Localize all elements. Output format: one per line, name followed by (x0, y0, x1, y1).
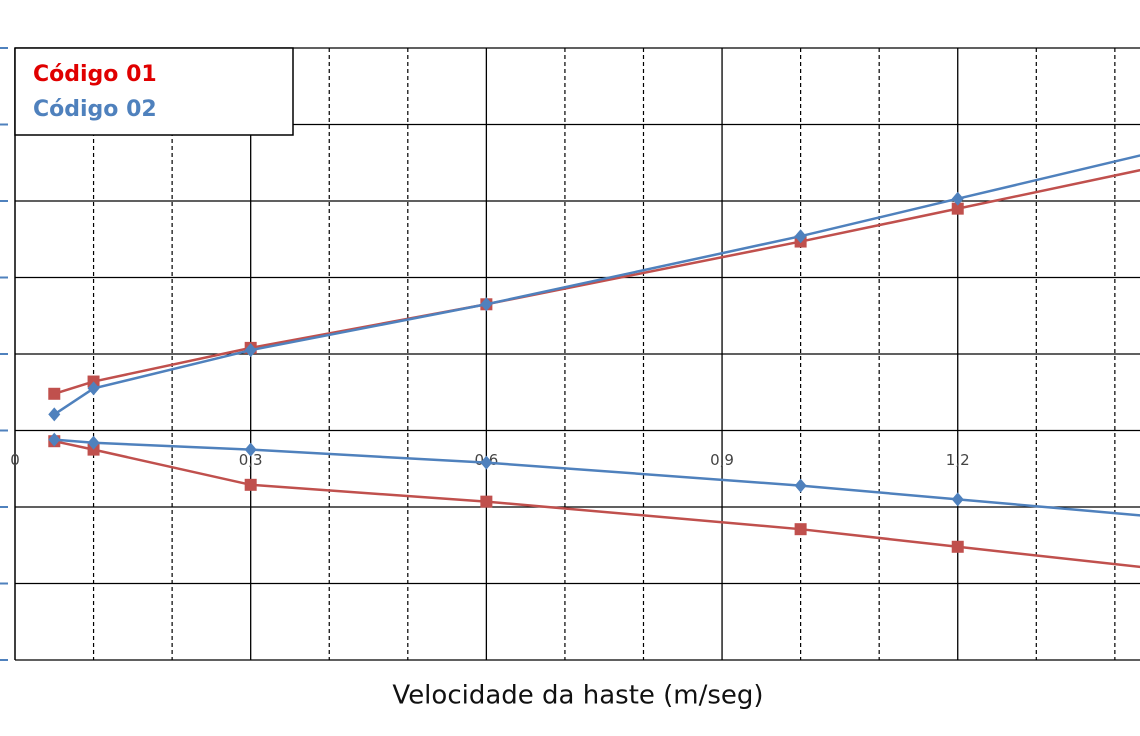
marker (48, 432, 61, 447)
x-tick-label: 1,2 (946, 451, 970, 469)
marker (480, 455, 493, 470)
series-line (54, 438, 1140, 517)
marker (951, 202, 964, 215)
marker (480, 495, 493, 508)
legend: Código 01 Código 02 (14, 47, 294, 136)
marker (951, 191, 964, 206)
marker (87, 435, 100, 450)
marker (480, 297, 493, 312)
legend-label: Código 01 (33, 62, 157, 87)
marker (951, 492, 964, 507)
series-line (53, 154, 1140, 416)
marker (244, 478, 257, 491)
marker (794, 478, 807, 493)
marker (244, 343, 257, 358)
x-axis-title: Velocidade da haste (m/seg) (392, 681, 763, 711)
x-tick-label: 0 (10, 451, 20, 469)
plot-area (48, 154, 1140, 569)
marker (87, 381, 100, 396)
legend-box (14, 47, 294, 136)
marker (794, 229, 807, 244)
x-tick-label: 0,9 (710, 451, 734, 469)
marker (794, 523, 807, 536)
grid: 00,30,60,91,2 (0, 47, 1140, 661)
marker (244, 442, 257, 457)
x-tick-label: 0,3 (239, 451, 263, 469)
legend-label: Código 02 (33, 97, 157, 122)
marker (48, 387, 61, 400)
marker (951, 540, 964, 553)
marker (48, 407, 61, 422)
